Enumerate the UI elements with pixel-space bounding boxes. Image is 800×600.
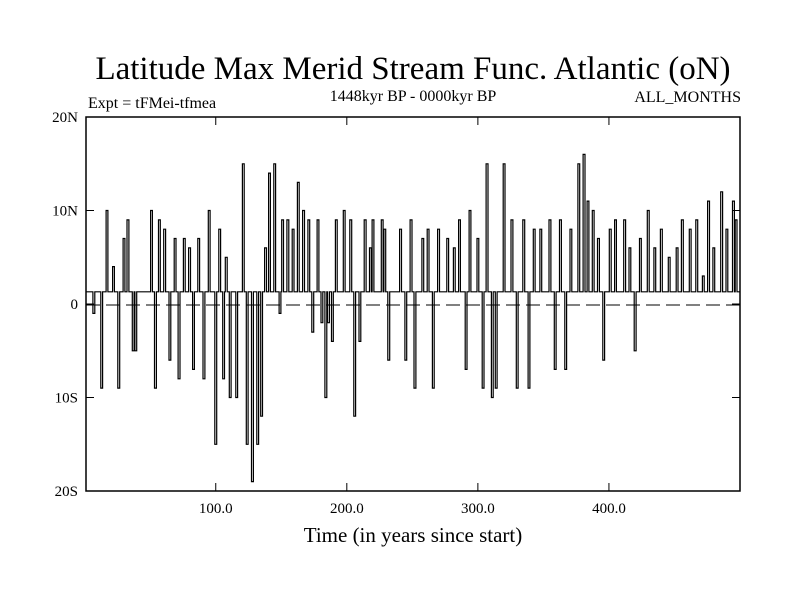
series-layer <box>86 153 740 483</box>
experiment-label: Expt = tFMei-tfmea <box>88 95 216 112</box>
y-tick-label: 0 <box>71 297 79 313</box>
y-tick-label: 10S <box>55 391 78 407</box>
months-label: ALL_MONTHS <box>634 89 741 106</box>
time-range-label: 1448kyr BP - 0000kyr BP <box>330 88 497 105</box>
plot-frame <box>85 116 741 492</box>
chart-title: Latitude Max Merid Stream Func. Atlantic… <box>95 51 730 87</box>
x-tick-label: 400.0 <box>592 501 626 517</box>
y-tick-label: 10N <box>52 204 78 220</box>
series-line-0 <box>86 153 740 483</box>
y-tick-label: 20N <box>52 110 78 126</box>
x-axis-label: Time (in years since start) <box>304 523 523 547</box>
x-tick-label: 200.0 <box>330 501 364 517</box>
x-tick-label: 300.0 <box>461 501 495 517</box>
y-tick-label: 20S <box>55 484 78 500</box>
axis-ticks: 20N 10N 0 10S 20S 100.0 200.0 300.0 400.0 <box>52 110 740 517</box>
x-tick-label: 100.0 <box>199 501 233 517</box>
